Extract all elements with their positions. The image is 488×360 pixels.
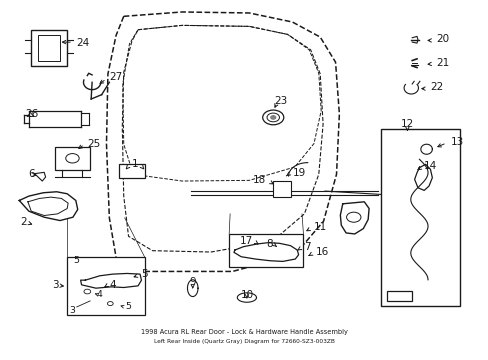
Text: 11: 11 <box>313 222 326 232</box>
Text: 10: 10 <box>240 290 253 300</box>
Text: 21: 21 <box>435 58 448 68</box>
Text: 24: 24 <box>76 38 89 48</box>
Bar <box>39 35 60 60</box>
Text: 2: 2 <box>20 217 27 227</box>
Text: 5: 5 <box>125 302 131 311</box>
Text: 1998 Acura RL Rear Door - Lock & Hardware Handle Assembly: 1998 Acura RL Rear Door - Lock & Hardwar… <box>141 329 347 335</box>
Text: 25: 25 <box>87 139 101 149</box>
Text: 4: 4 <box>97 291 102 300</box>
Text: 14: 14 <box>424 161 437 171</box>
Text: 1: 1 <box>132 159 138 169</box>
Text: 3: 3 <box>52 280 59 290</box>
Text: 20: 20 <box>435 34 448 44</box>
Text: 7: 7 <box>304 242 310 252</box>
Bar <box>119 164 145 178</box>
Bar <box>67 257 144 315</box>
Bar <box>386 291 411 301</box>
Text: 9: 9 <box>189 277 196 287</box>
Text: 16: 16 <box>315 247 328 257</box>
Bar <box>31 30 67 66</box>
Text: 3: 3 <box>69 306 75 315</box>
Text: 26: 26 <box>25 109 38 119</box>
Text: Left Rear Inside (Quartz Gray) Diagram for 72660-SZ3-003ZB: Left Rear Inside (Quartz Gray) Diagram f… <box>154 339 334 344</box>
Text: 8: 8 <box>266 239 273 249</box>
Text: 5: 5 <box>141 269 148 279</box>
Text: 19: 19 <box>292 168 305 178</box>
Bar <box>380 129 459 306</box>
Text: 6: 6 <box>28 169 35 179</box>
Circle shape <box>270 116 275 119</box>
Text: 12: 12 <box>400 119 413 129</box>
Text: 23: 23 <box>273 96 286 106</box>
Text: 15: 15 <box>390 293 404 303</box>
Text: 27: 27 <box>109 72 122 82</box>
Bar <box>229 234 303 267</box>
Text: 22: 22 <box>429 82 443 92</box>
Text: 17: 17 <box>240 236 253 246</box>
Text: 4: 4 <box>109 280 116 290</box>
Bar <box>273 181 291 197</box>
Text: 18: 18 <box>252 175 265 185</box>
Bar <box>55 147 89 170</box>
Text: 5: 5 <box>73 256 79 265</box>
Text: 13: 13 <box>449 136 463 147</box>
